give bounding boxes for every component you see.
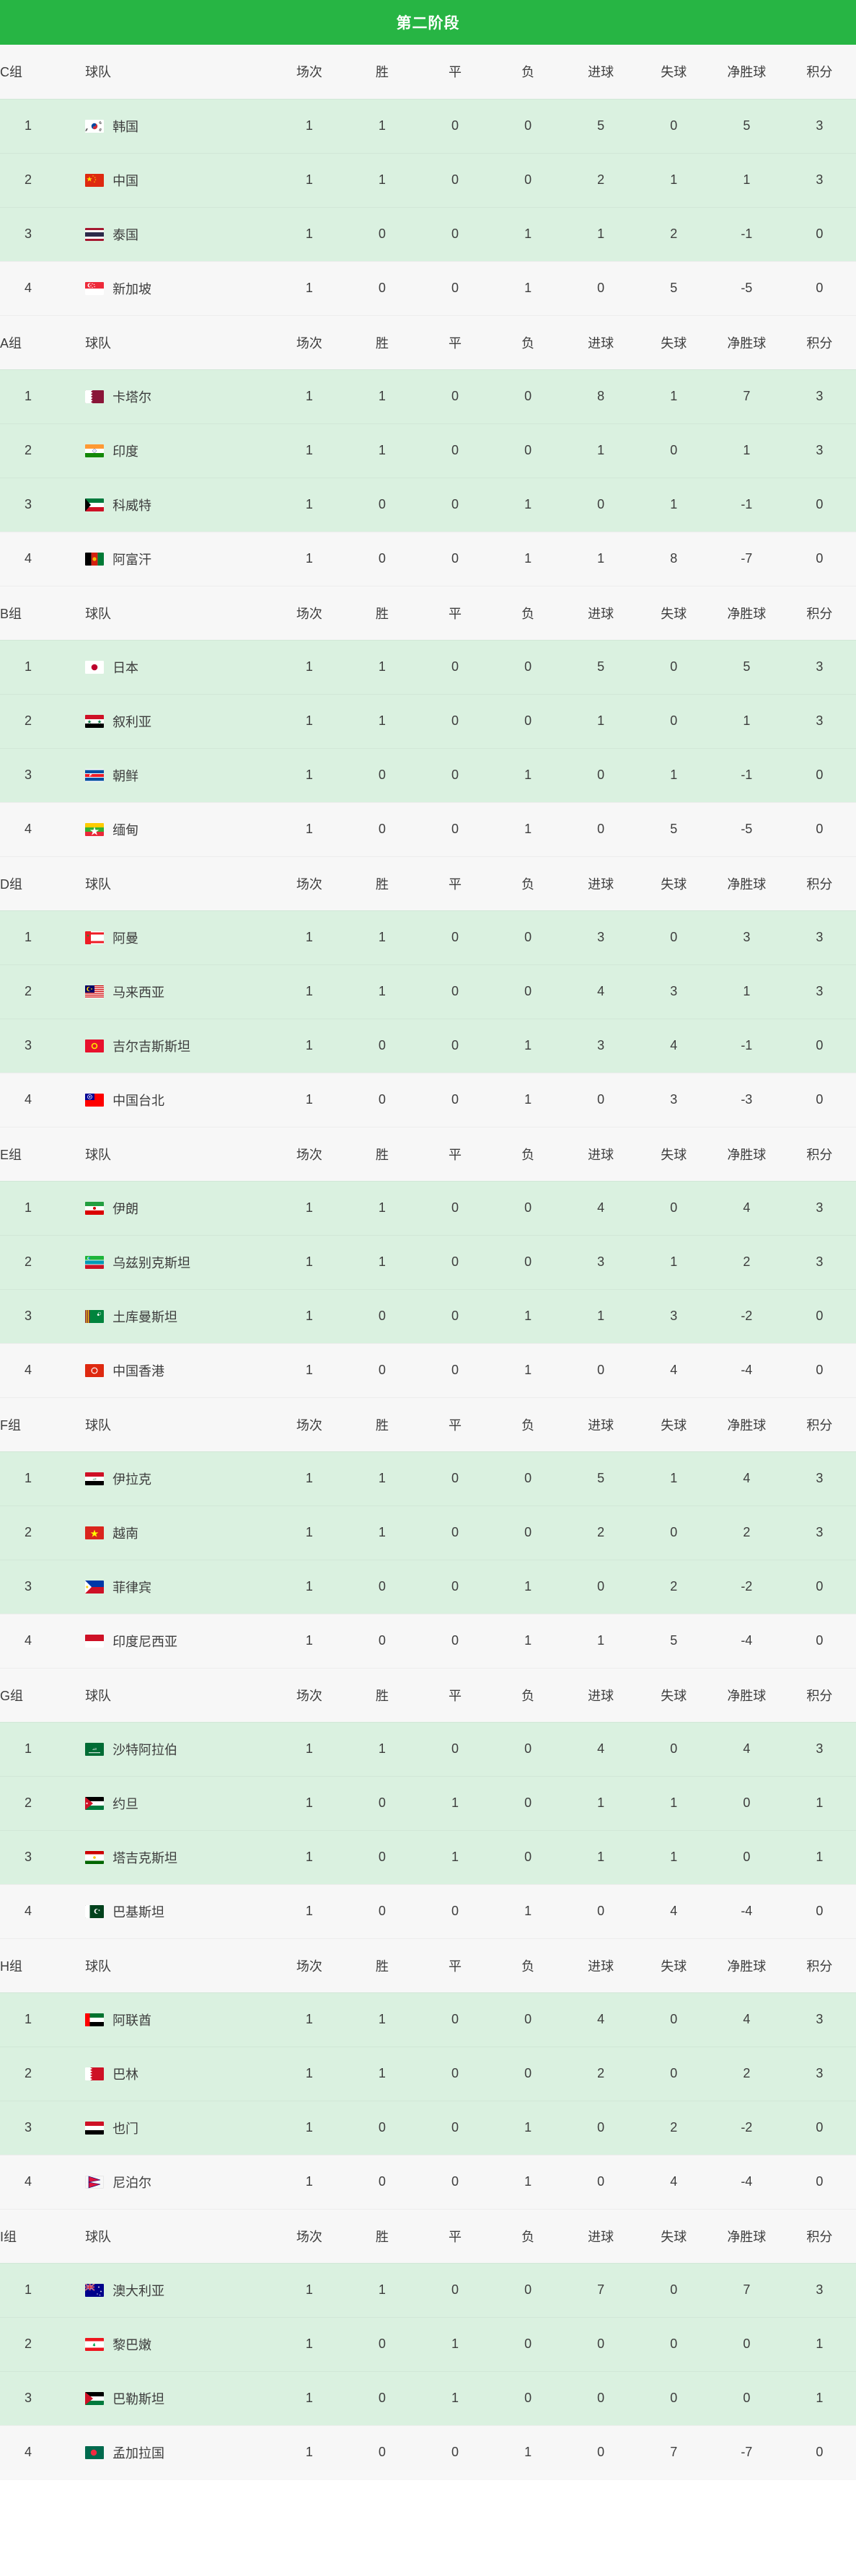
svg-text:الله: الله bbox=[93, 1477, 97, 1480]
svg-text:الله: الله bbox=[92, 1747, 97, 1751]
